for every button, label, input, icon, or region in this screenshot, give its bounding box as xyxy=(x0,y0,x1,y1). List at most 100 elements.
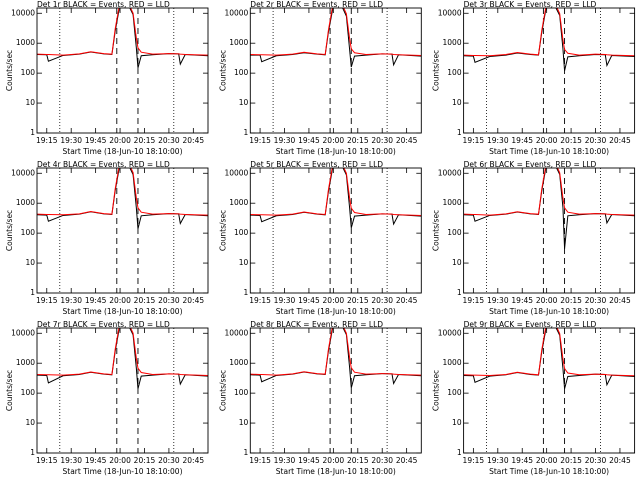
panel: Det 9r BLACK = Events, RED = LLD Counts/s… xyxy=(432,320,636,476)
x-tick-label: 19:15 xyxy=(463,296,485,305)
x-tick-label: 20:00 xyxy=(323,136,345,145)
x-tick-label: 20:15 xyxy=(560,296,582,305)
x-tick-label: 19:30 xyxy=(274,456,296,465)
x-tick-label: 20:00 xyxy=(109,456,131,465)
series-line xyxy=(37,168,208,216)
x-tick-label: 20:00 xyxy=(323,456,345,465)
plot-frame xyxy=(249,167,422,294)
series-line xyxy=(37,8,208,56)
chart-title: Det 7r BLACK = Events, RED = LLD xyxy=(37,320,170,329)
x-tick-label: 20:15 xyxy=(134,296,156,305)
y-tick-label: 1 xyxy=(457,128,462,137)
y-tick-label: 100 xyxy=(447,228,462,237)
x-tick-label: 20:30 xyxy=(158,456,180,465)
y-tick-label: 10 xyxy=(25,418,35,427)
x-tick-label: 19:45 xyxy=(85,456,107,465)
y-tick-label: 1000 xyxy=(229,358,248,367)
panel: Det 3r BLACK = Events, RED = LLD Counts/s… xyxy=(432,0,636,156)
x-tick-label: 19:15 xyxy=(36,296,58,305)
y-axis-label: Counts/sec xyxy=(5,50,14,91)
y-tick-label: 1 xyxy=(30,288,35,297)
x-tick-label: 20:15 xyxy=(347,296,369,305)
x-tick-label: 20:45 xyxy=(396,136,418,145)
x-tick-label: 19:45 xyxy=(511,136,533,145)
series-line xyxy=(463,168,635,216)
x-tick-label: 20:30 xyxy=(158,136,180,145)
y-tick-label: 1000 xyxy=(16,358,35,367)
chart-title: Det 4r BLACK = Events, RED = LLD xyxy=(37,160,170,169)
chart-title: Det 5r BLACK = Events, RED = LLD xyxy=(250,160,383,169)
x-tick-label: 20:30 xyxy=(371,296,393,305)
x-axis-label: Start Time (18-Jun-10 18:10:00) xyxy=(276,307,396,316)
y-tick-label: 100 xyxy=(21,68,36,77)
x-tick-label: 20:45 xyxy=(609,296,631,305)
x-tick-label: 20:00 xyxy=(323,296,345,305)
panel: Det 2r BLACK = Events, RED = LLD Counts/s… xyxy=(218,0,422,156)
x-tick-label: 20:45 xyxy=(183,136,205,145)
x-tick-label: 19:45 xyxy=(511,296,533,305)
y-tick-label: 10 xyxy=(25,258,35,267)
x-tick-label: 20:30 xyxy=(158,296,180,305)
chart-title: Det 1r BLACK = Events, RED = LLD xyxy=(37,0,170,9)
series-line xyxy=(250,8,422,56)
y-tick-label: 10000 xyxy=(224,168,248,177)
y-tick-label: 10000 xyxy=(11,168,35,177)
x-tick-label: 20:45 xyxy=(183,456,205,465)
y-tick-label: 1000 xyxy=(443,38,462,47)
plot-frame xyxy=(463,7,636,134)
y-tick-label: 10000 xyxy=(438,328,462,337)
x-tick-label: 19:15 xyxy=(463,456,485,465)
x-tick-label: 20:00 xyxy=(536,296,558,305)
y-tick-label: 100 xyxy=(21,388,36,397)
x-tick-label: 19:15 xyxy=(463,136,485,145)
plot-frame xyxy=(249,7,422,134)
series-line xyxy=(250,328,422,376)
y-axis-label: Counts/sec xyxy=(5,370,14,411)
x-tick-label: 19:30 xyxy=(487,136,509,145)
y-axis-label: Counts/sec xyxy=(432,210,441,251)
x-tick-label: 19:30 xyxy=(274,136,296,145)
x-axis-label: Start Time (18-Jun-10 18:10:00) xyxy=(489,467,609,476)
y-tick-label: 10 xyxy=(452,98,462,107)
panel: Det 7r BLACK = Events, RED = LLD Counts/s… xyxy=(5,320,209,476)
panel: Det 1r BLACK = Events, RED = LLD Counts/s… xyxy=(5,0,209,156)
y-tick-label: 100 xyxy=(234,388,249,397)
plot-frame xyxy=(36,7,209,134)
x-tick-label: 20:15 xyxy=(560,136,582,145)
y-tick-label: 10 xyxy=(239,258,249,267)
x-tick-label: 20:30 xyxy=(585,456,607,465)
panel: Det 5r BLACK = Events, RED = LLD Counts/s… xyxy=(218,160,422,316)
y-tick-label: 10 xyxy=(452,258,462,267)
y-tick-label: 10000 xyxy=(11,328,35,337)
series-line xyxy=(37,328,208,376)
x-tick-label: 19:15 xyxy=(249,136,271,145)
y-tick-label: 1000 xyxy=(16,38,35,47)
x-tick-label: 20:45 xyxy=(183,296,205,305)
x-tick-label: 20:00 xyxy=(536,456,558,465)
y-tick-label: 10 xyxy=(25,98,35,107)
y-tick-label: 10000 xyxy=(224,328,248,337)
y-tick-label: 1 xyxy=(244,288,249,297)
series-line xyxy=(463,328,635,377)
x-tick-label: 19:30 xyxy=(487,296,509,305)
plot-frame xyxy=(36,327,209,454)
y-axis-label: Counts/sec xyxy=(218,370,227,411)
x-tick-label: 19:45 xyxy=(298,456,320,465)
plot-frame xyxy=(249,327,422,454)
y-tick-label: 1000 xyxy=(229,198,248,207)
y-tick-label: 1 xyxy=(30,448,35,457)
x-tick-label: 20:45 xyxy=(396,456,418,465)
chart-title: Det 3r BLACK = Events, RED = LLD xyxy=(464,0,597,9)
x-tick-label: 19:15 xyxy=(36,456,58,465)
x-tick-label: 20:45 xyxy=(609,136,631,145)
y-axis-label: Counts/sec xyxy=(432,50,441,91)
plot-frame xyxy=(36,167,209,294)
chart-title: Det 2r BLACK = Events, RED = LLD xyxy=(250,0,383,9)
x-tick-label: 20:15 xyxy=(347,136,369,145)
x-tick-label: 20:15 xyxy=(134,456,156,465)
x-tick-label: 20:15 xyxy=(560,456,582,465)
x-axis-label: Start Time (18-Jun-10 18:10:00) xyxy=(276,467,396,476)
y-tick-label: 10000 xyxy=(11,8,35,17)
y-tick-label: 100 xyxy=(234,228,249,237)
